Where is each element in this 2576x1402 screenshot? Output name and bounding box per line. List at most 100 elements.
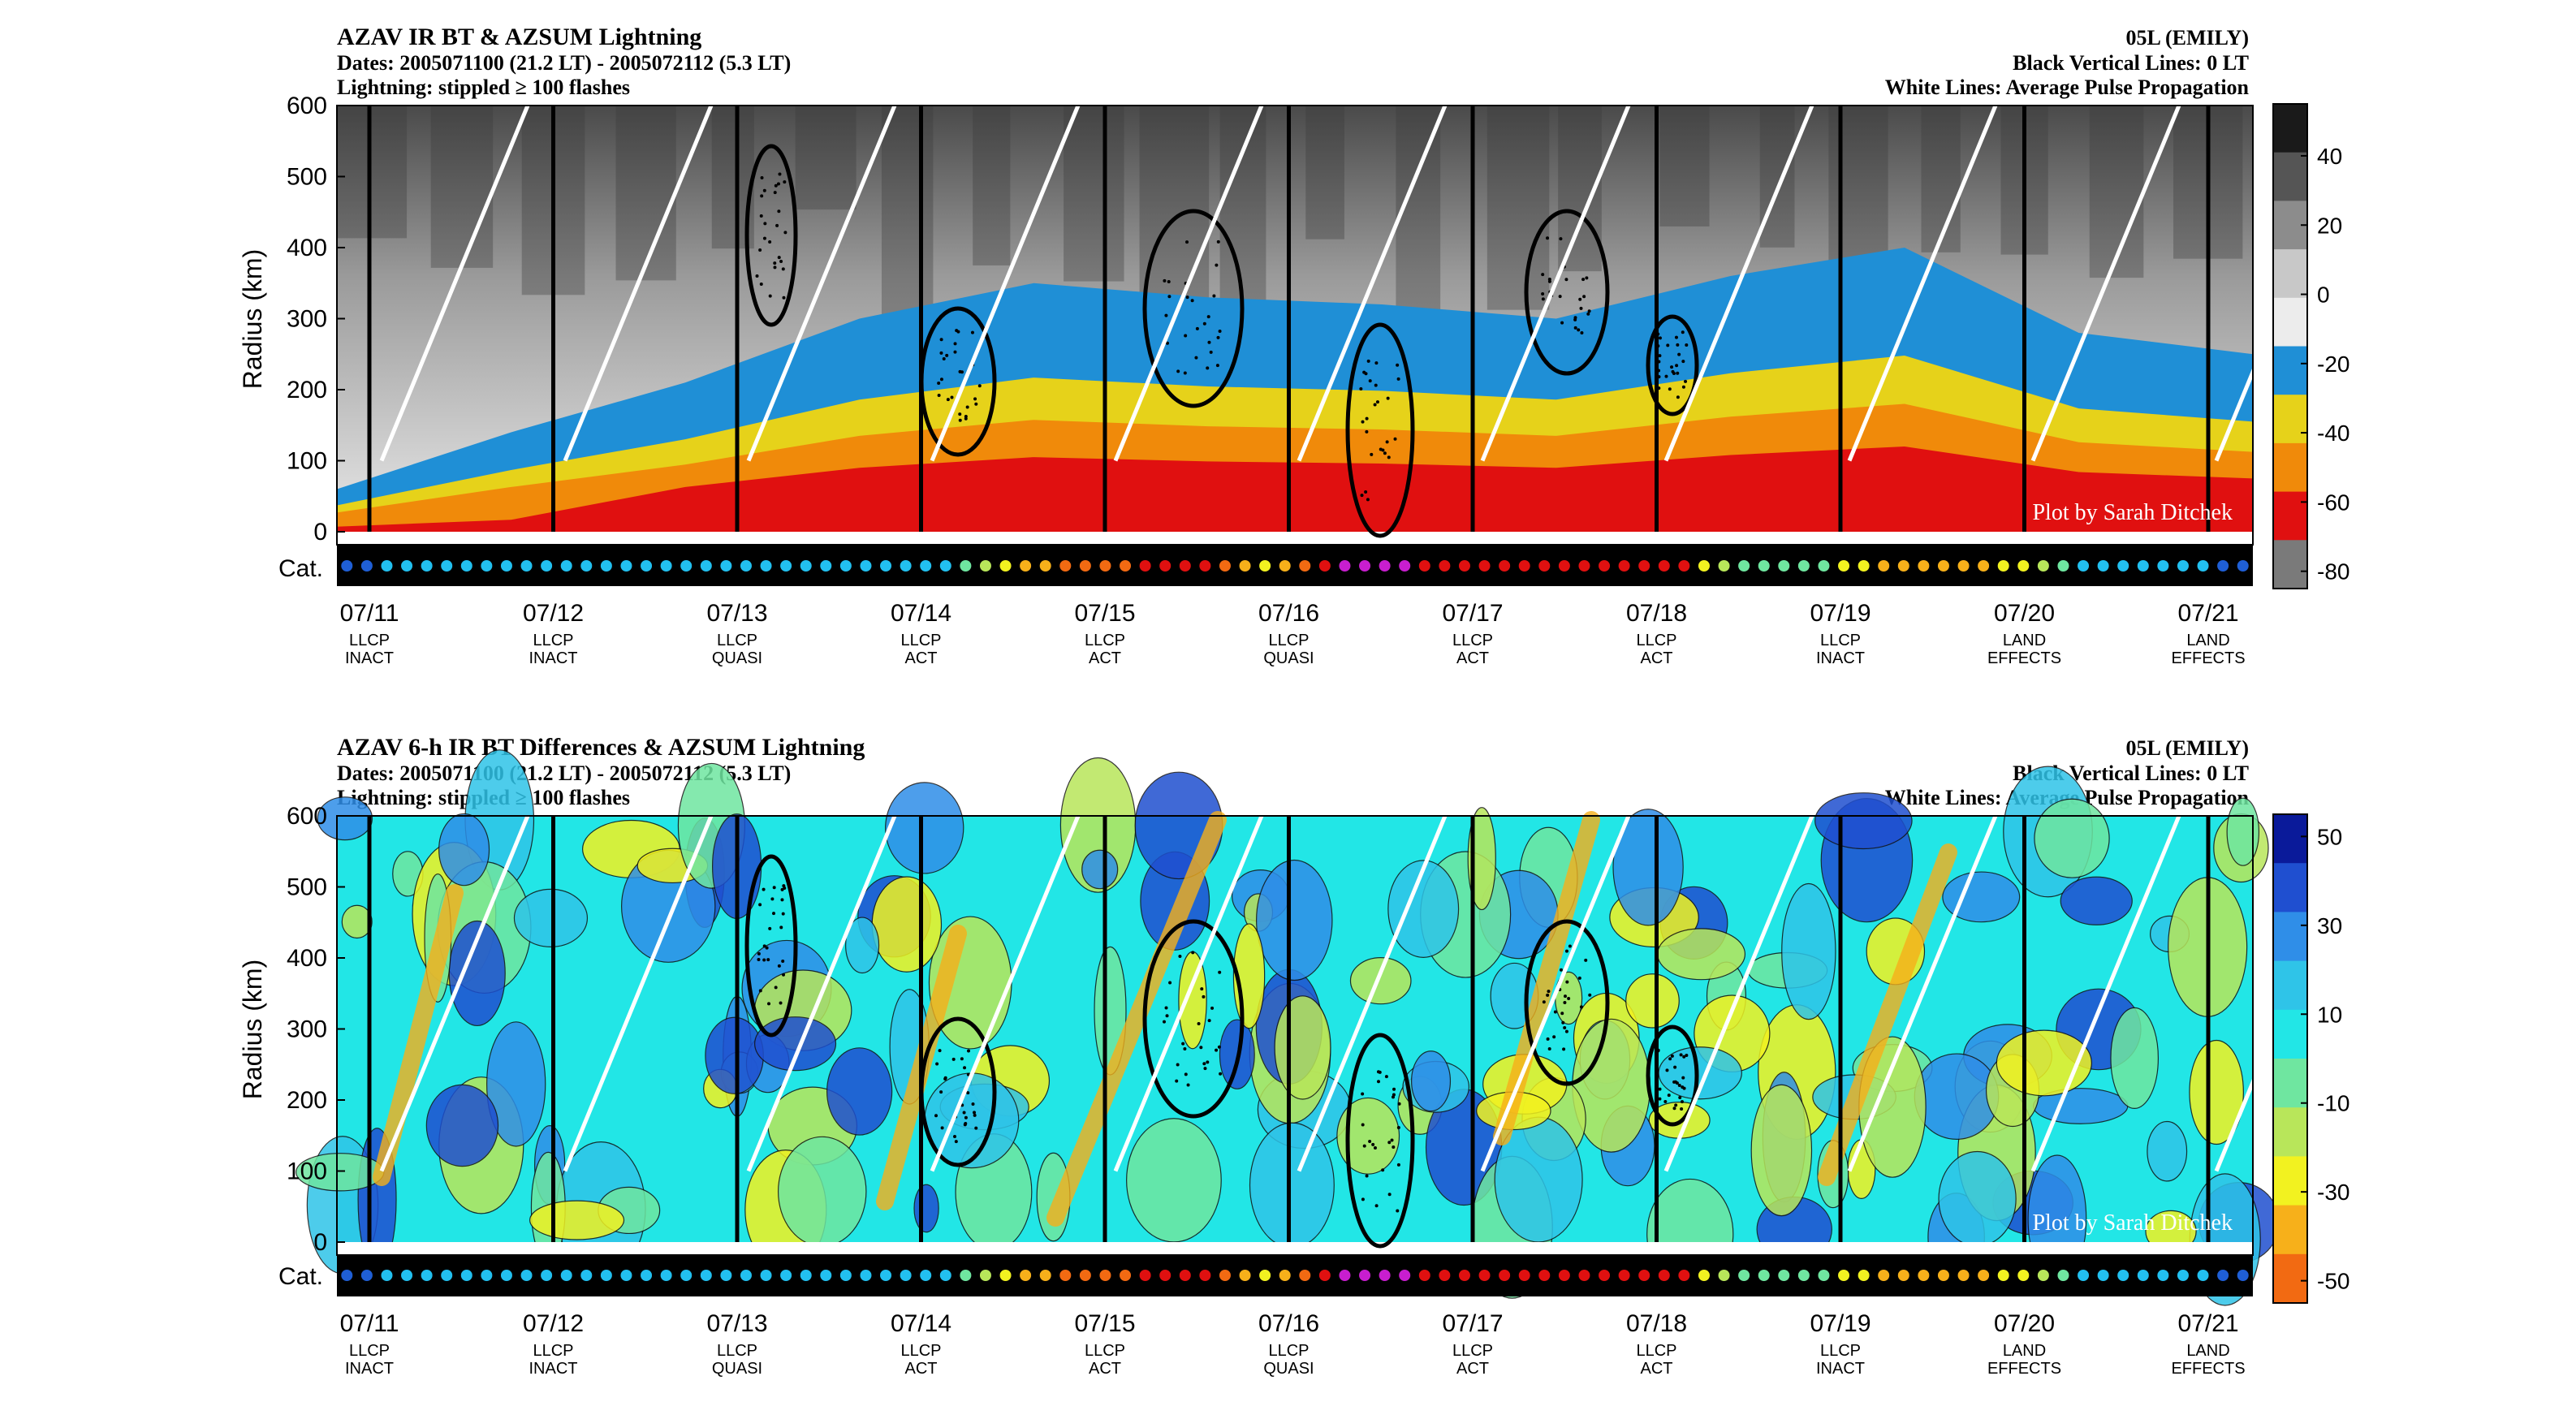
panel1-lightning-stipple: [1373, 403, 1377, 407]
panel2-lightning-stipple: [1542, 1000, 1546, 1004]
panel1-lightning-stipple: [762, 188, 766, 192]
panel2-lightning-stipple: [1552, 1035, 1556, 1039]
panel2-category-dot: [2237, 1270, 2249, 1281]
panel2-lightning-stipple: [1207, 1019, 1211, 1023]
panel2-lightning-stipple: [1563, 1000, 1567, 1004]
panel2-contour-blob: [705, 1016, 764, 1094]
panel2-lightning-stipple: [1567, 997, 1571, 1001]
panel2-category-dot: [2197, 1270, 2209, 1281]
panel1-lightning-stipple: [759, 282, 763, 286]
panel1-lightning-stipple: [1370, 452, 1374, 456]
panel1-xtick-regime-line2: ACT: [1089, 649, 1121, 667]
panel2-lightning-stipple: [1658, 1087, 1662, 1091]
panel1-lightning-stipple: [1681, 330, 1685, 334]
panel1-lightning-stipple: [1675, 364, 1679, 368]
panel2-lightning-stipple: [938, 1049, 942, 1053]
panel1-gray-streak: [430, 106, 494, 268]
panel2-colorbar-segment: [2273, 1059, 2307, 1108]
panel1-lightning-stipple: [1681, 385, 1685, 389]
panel2-lightning-stipple: [1210, 1006, 1215, 1010]
panel2-lightning-stipple: [1203, 1067, 1207, 1071]
panel2-ylabel: Radius (km): [238, 960, 267, 1099]
panel1-lightning-stipple: [1374, 361, 1379, 365]
panel2-lightning-stipple: [934, 1114, 938, 1118]
panel1-gray-streak: [973, 106, 1011, 265]
panel1-category-dot: [1538, 560, 1551, 572]
panel1-xtick-regime-line1: LLCP: [349, 632, 390, 649]
panel2-lightning-stipple: [1165, 1014, 1169, 1018]
panel2-xtick-regime-line1: LLCP: [1452, 1342, 1493, 1360]
panel2-category-dot: [900, 1270, 912, 1281]
panel2-lightning-stipple: [762, 944, 766, 948]
panel2-category-dot: [1478, 1270, 1491, 1281]
panel2-lightning-stipple: [1588, 993, 1592, 997]
panel1-lightning-stipple: [1578, 297, 1582, 301]
panel2-category-dot: [460, 1270, 472, 1281]
panel1-pulse-line: [2030, 105, 2181, 462]
panel1-lightning-stipple: [1393, 437, 1397, 441]
panel2-contour-blob: [513, 888, 589, 947]
panel2-lightning-stipple: [774, 986, 778, 990]
panel1-lightning-stipple: [777, 256, 781, 260]
panel2-colorbar-segment: [2273, 863, 2307, 912]
panel1-gray-streak: [1659, 106, 1710, 226]
panel1-category-dot: [1937, 560, 1949, 572]
panel1-pulse-line: [1847, 105, 1998, 462]
panel1-category-dot: [1599, 560, 1611, 572]
panel2-xtick-regime-line2: INACT: [345, 1360, 394, 1378]
panel1-gray-streak: [615, 106, 676, 281]
panel2-category-dot: [960, 1270, 972, 1281]
panel1-xtick-date: 07/12: [523, 600, 584, 627]
panel2-category-dot: [580, 1270, 593, 1281]
panel2-category-dot: [1179, 1270, 1191, 1281]
panel1-category-dot: [2217, 560, 2229, 572]
panel2-xtick-date: 07/15: [1074, 1310, 1135, 1337]
panel2-lightning-stipple: [1565, 980, 1569, 984]
panel2-lightning-stipple: [964, 1115, 968, 1119]
panel1-lightning-stipple: [1658, 354, 1662, 358]
panel1-lightning-stipple: [953, 350, 957, 354]
panel2-lightning-stipple: [954, 1140, 958, 1144]
panel1-lightning-contour: [1524, 209, 1610, 376]
panel1-ytick-label: 400: [287, 235, 327, 261]
panel2-lightning-contour: [1646, 1025, 1699, 1127]
panel2-lightning-stipple: [1217, 1045, 1221, 1049]
panel2-category-dot: [920, 1270, 932, 1281]
panel2-contour-blob: [486, 1021, 546, 1147]
panel2-contour-blob: [2226, 797, 2260, 866]
panel1-lightning-stipple: [1218, 330, 1222, 334]
panel2-lightning-stipple: [951, 1057, 956, 1061]
panel1-lightning-stipple: [1185, 240, 1189, 244]
panel1-category-dot: [939, 560, 951, 572]
panel2-category-dot: [1658, 1270, 1670, 1281]
panel1-lightning-stipple: [937, 394, 941, 398]
panel1-colorbar-frame: [2272, 103, 2308, 589]
panel1-lightning-stipple: [1580, 331, 1584, 335]
panel2-category-dot: [1897, 1270, 1909, 1281]
panel2-lightning-stipple: [1215, 1048, 1219, 1052]
panel1-lightning-stipple: [768, 239, 772, 244]
panel2-colorbar-label: -30: [2317, 1180, 2349, 1205]
panel2-category-dot: [2017, 1270, 2030, 1281]
panel2-contour-blob: [1336, 1097, 1400, 1175]
panel1-xtick-regime-line2: QUASI: [712, 649, 762, 667]
panel2-category-dot: [2037, 1270, 2049, 1281]
panel1-colorbar-label: -60: [2317, 490, 2349, 515]
panel2-lightning-stipple: [767, 1002, 771, 1006]
panel2-category-dot: [2057, 1270, 2069, 1281]
panel1-lightning-stipple: [1379, 447, 1383, 451]
panel2-lightning-stipple: [1682, 1055, 1686, 1059]
panel2-colorbar-segment: [2273, 912, 2307, 962]
panel1-lightning-stipple: [946, 398, 950, 402]
panel2-lightning-stipple: [1563, 994, 1567, 999]
panel1-lightning-stipple: [1194, 356, 1198, 360]
panel2-lightning-stipple: [1663, 1100, 1668, 1104]
panel1-lightning-stipple: [1216, 239, 1220, 244]
panel1-colorbar-label: 20: [2317, 213, 2342, 238]
panel2-lightning-stipple: [1674, 1103, 1678, 1107]
panel1-category-dot: [2037, 560, 2049, 572]
panel2-ytick-label: 500: [287, 874, 327, 901]
panel1-lightning-stipple: [1668, 387, 1672, 391]
panel2-category-dot: [880, 1270, 892, 1281]
panel1-lightning-stipple: [958, 412, 962, 416]
